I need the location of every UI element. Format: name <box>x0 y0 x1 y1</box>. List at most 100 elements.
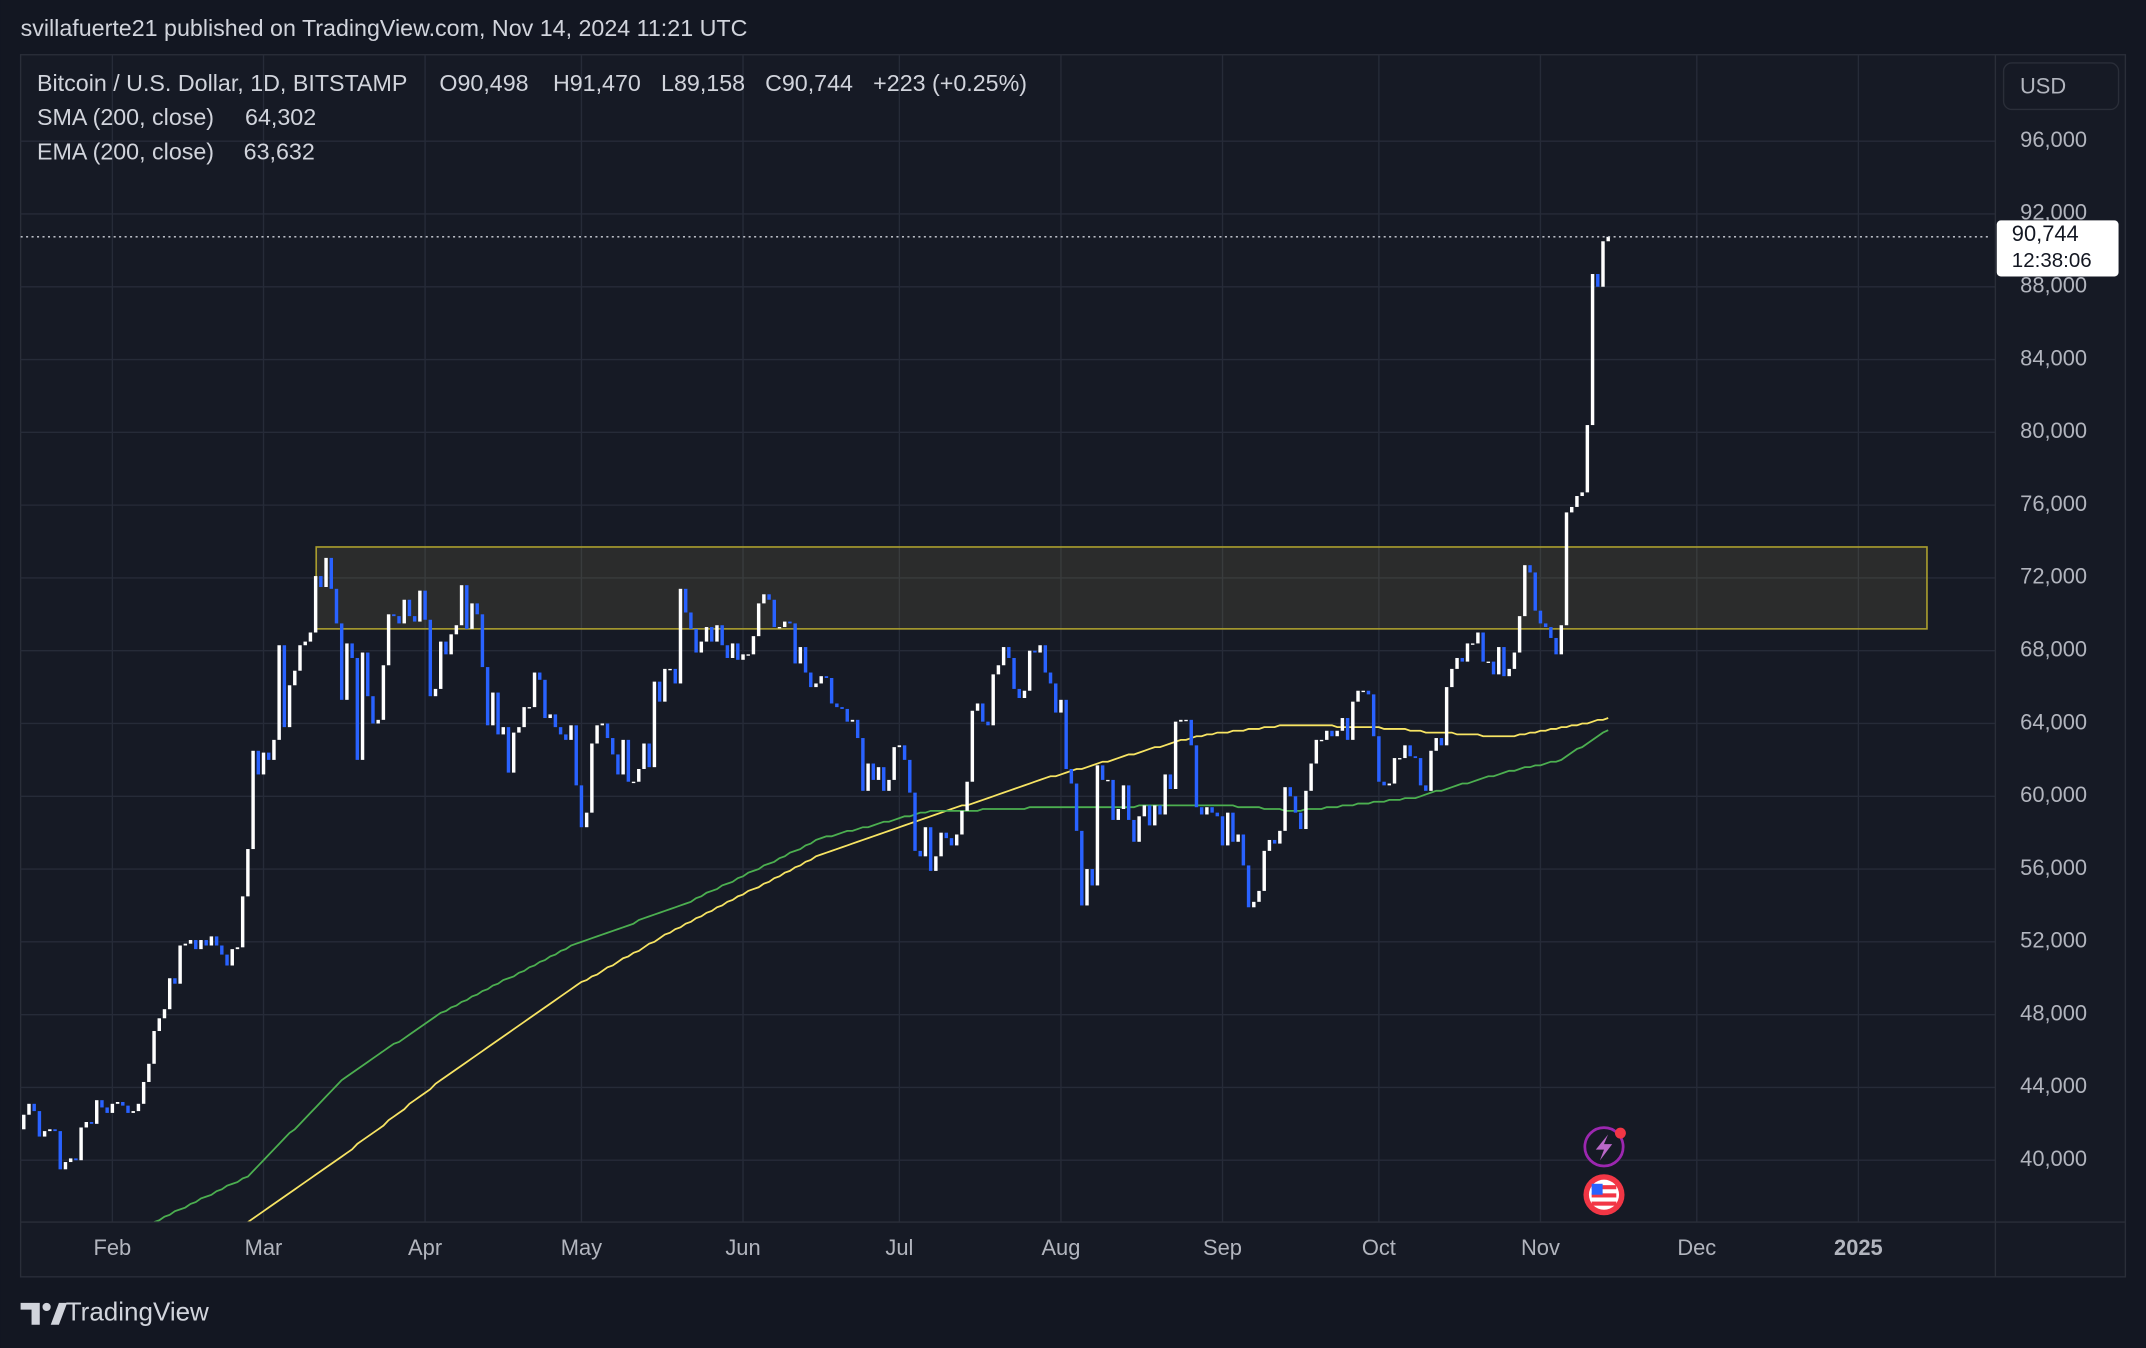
candle <box>162 1009 167 1019</box>
candle <box>1241 834 1246 866</box>
candle <box>793 623 797 664</box>
candle <box>267 752 271 760</box>
candle <box>360 652 365 760</box>
candle <box>725 645 730 658</box>
currency-label[interactable]: USD <box>2020 73 2066 98</box>
candle <box>855 719 860 739</box>
candle <box>1085 869 1089 906</box>
axes: 40,000 44,000 48,000 52,000 56,000 60,000 64,0… <box>94 127 2119 1260</box>
candle <box>782 621 787 628</box>
candle <box>527 707 532 709</box>
candle <box>913 792 917 851</box>
y-tick-label: 40,000 <box>2020 1146 2087 1171</box>
currency-button[interactable] <box>2002 62 2120 111</box>
candle <box>37 1111 42 1137</box>
candle <box>282 645 287 728</box>
candle <box>621 739 625 775</box>
candle <box>532 672 537 708</box>
candle <box>63 1162 68 1170</box>
candle <box>928 827 933 871</box>
candle <box>470 603 474 629</box>
candle <box>188 940 193 944</box>
candle <box>89 1122 94 1124</box>
candle <box>819 676 823 684</box>
y-tick-label: 56,000 <box>2020 855 2087 880</box>
candle <box>788 621 792 624</box>
candle <box>32 1103 36 1112</box>
candle <box>1090 869 1094 886</box>
candle <box>882 767 886 791</box>
y-tick-label: 64,000 <box>2020 709 2087 734</box>
last-price-label: 90,744 <box>2012 221 2079 246</box>
candle <box>605 723 610 739</box>
y-tick-label: 84,000 <box>2020 345 2087 370</box>
candle <box>1137 816 1141 842</box>
candle <box>308 632 313 642</box>
candle <box>277 645 281 740</box>
candle <box>720 625 724 646</box>
candle <box>1580 492 1584 497</box>
candle <box>1351 701 1355 740</box>
candle <box>1205 807 1209 815</box>
candle <box>376 719 380 724</box>
candle <box>996 665 1001 675</box>
candle <box>887 779 891 791</box>
candle <box>1022 690 1027 699</box>
candle <box>1533 572 1537 611</box>
indicator-name: EMA (200, close) <box>37 138 214 164</box>
candle <box>261 752 266 775</box>
candle <box>1017 688 1021 699</box>
indicator-value: 64,302 <box>245 104 316 130</box>
candle <box>1481 632 1485 662</box>
candle <box>543 679 547 719</box>
candle <box>246 849 250 897</box>
last-price-box <box>1996 220 2119 277</box>
candle <box>1528 565 1532 573</box>
candle <box>1199 807 1204 815</box>
candle <box>736 643 740 660</box>
candle <box>251 750 255 850</box>
ohlc-low: L89,158 <box>661 70 745 96</box>
candle <box>934 856 938 871</box>
candle <box>861 738 865 791</box>
candle <box>1361 690 1365 693</box>
candle <box>407 599 412 617</box>
candle <box>1330 730 1334 737</box>
candle <box>981 703 985 722</box>
candle <box>699 641 704 653</box>
ohlc-change: +223 (+0.25%) <box>873 70 1027 96</box>
candle <box>1184 719 1188 722</box>
candle <box>392 614 396 617</box>
candle <box>256 750 261 775</box>
candle <box>1382 781 1386 786</box>
candle <box>574 725 578 786</box>
candle <box>975 703 980 711</box>
economic-event-icon[interactable] <box>1583 1174 1625 1216</box>
candle <box>152 1031 156 1064</box>
candle <box>209 936 214 946</box>
candle <box>579 785 584 828</box>
x-tick-label: Sep <box>1203 1235 1242 1260</box>
candle <box>506 727 511 773</box>
symbol-legend: Bitcoin / U.S. Dollar, 1D, BITSTAMP <box>37 70 407 96</box>
candle <box>1272 839 1277 844</box>
candle <box>949 838 954 846</box>
candle <box>637 768 641 782</box>
candle <box>845 708 849 722</box>
candle <box>590 743 594 813</box>
candle <box>840 707 844 709</box>
candle <box>214 936 219 946</box>
candle <box>777 627 782 629</box>
candle <box>1507 668 1511 677</box>
candle <box>657 681 662 702</box>
candle <box>1231 812 1235 842</box>
candle <box>1111 779 1115 820</box>
event-icon[interactable] <box>1583 1126 1626 1168</box>
candle <box>908 759 912 793</box>
candle <box>1345 718 1350 740</box>
candle <box>1054 683 1058 713</box>
candle <box>730 643 735 658</box>
candle <box>1476 632 1480 644</box>
